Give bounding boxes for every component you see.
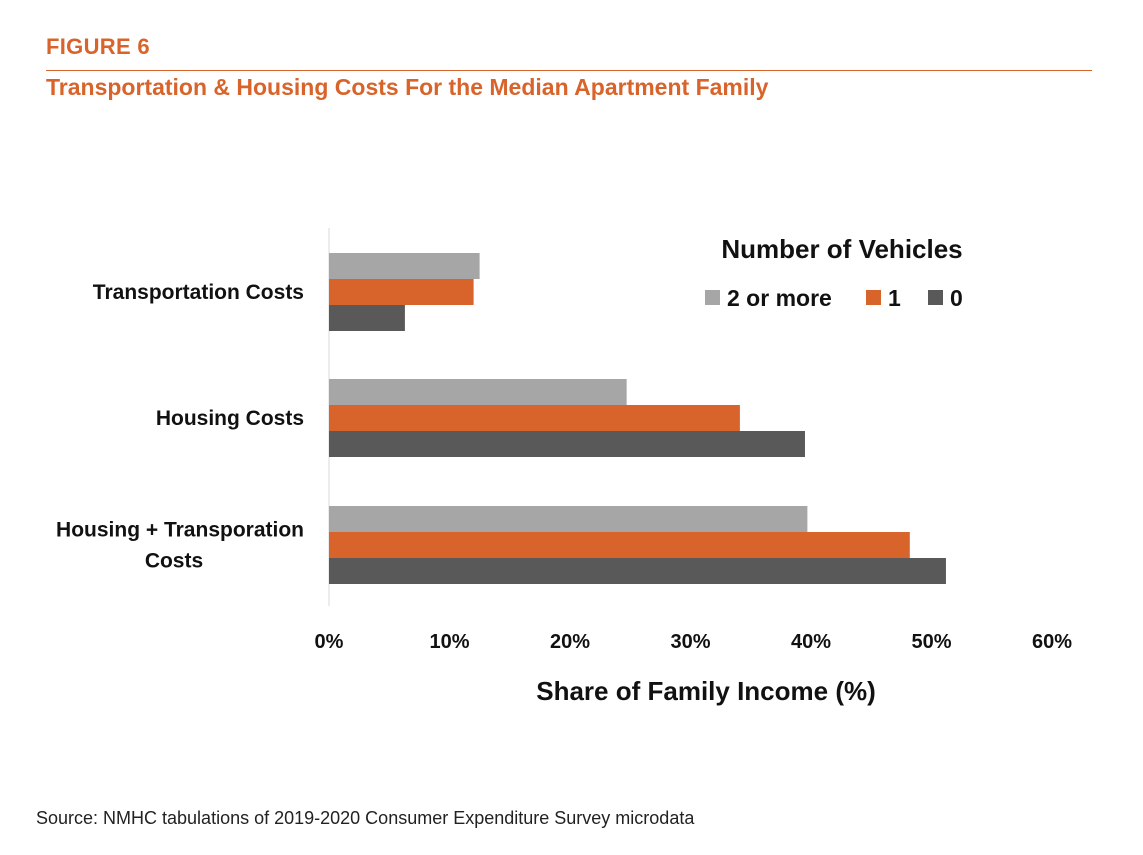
legend-swatch-2 xyxy=(928,290,943,305)
bar-2-2 xyxy=(329,558,946,584)
x-tick-label: 40% xyxy=(791,631,831,653)
bar-1-2 xyxy=(329,431,805,457)
x-tick-label: 0% xyxy=(315,631,344,653)
x-axis-title: Share of Family Income (%) xyxy=(536,676,876,706)
legend-title: Number of Vehicles xyxy=(721,234,962,264)
x-tick-label: 60% xyxy=(1032,631,1072,653)
bar-0-1 xyxy=(329,279,474,305)
x-tick-label: 20% xyxy=(550,631,590,653)
bar-1-0 xyxy=(329,379,627,405)
figure-title: Transportation & Housing Costs For the M… xyxy=(46,74,769,100)
bar-2-1 xyxy=(329,532,910,558)
legend-swatch-1 xyxy=(866,290,881,305)
legend-swatch-0 xyxy=(705,290,720,305)
figure-label: FIGURE 6 xyxy=(46,34,150,59)
category-label: Transportation Costs xyxy=(93,281,304,304)
x-tick-label: 50% xyxy=(911,631,951,653)
bar-0-2 xyxy=(329,305,405,331)
category-label: Costs xyxy=(145,550,203,573)
title-divider xyxy=(46,70,1092,71)
bar-2-0 xyxy=(329,506,808,532)
x-tick-label: 10% xyxy=(429,631,469,653)
bar-0-0 xyxy=(329,253,480,279)
x-tick-label: 30% xyxy=(670,631,710,653)
category-label: Housing + Transporation xyxy=(56,519,304,542)
category-label: Housing Costs xyxy=(156,407,304,430)
source-note: Source: NMHC tabulations of 2019-2020 Co… xyxy=(36,808,695,828)
legend-label-2: 0 xyxy=(950,285,963,311)
legend-label-0: 2 or more xyxy=(727,285,832,311)
legend-label-1: 1 xyxy=(888,285,901,311)
bar-1-1 xyxy=(329,405,740,431)
